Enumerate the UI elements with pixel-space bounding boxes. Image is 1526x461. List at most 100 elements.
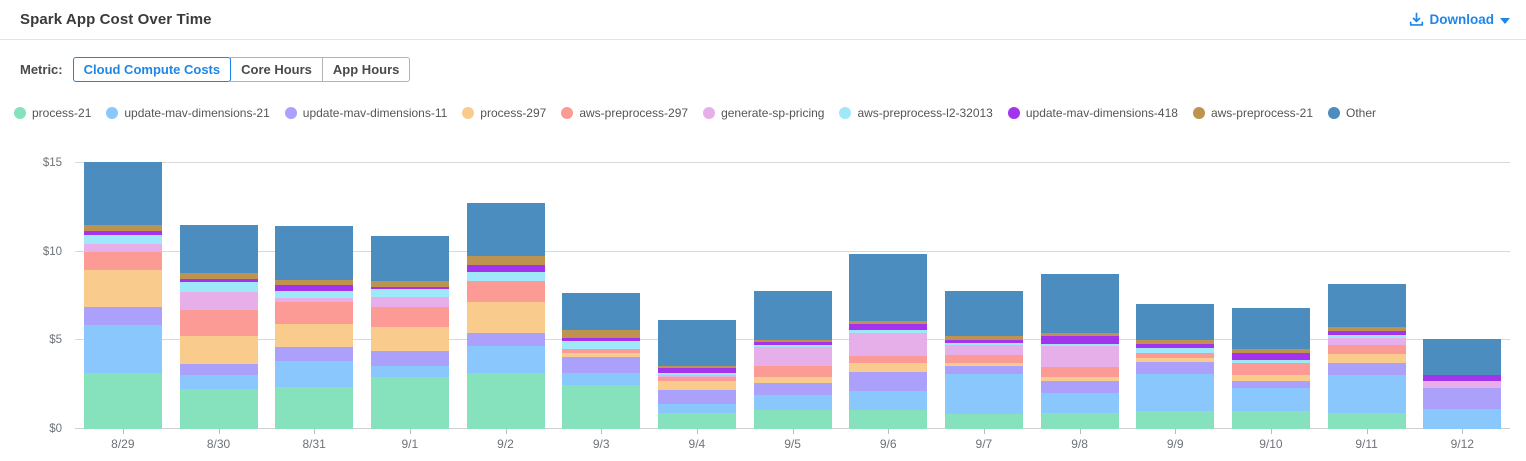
bar-segment-update-mav-dimensions-11[interactable] [1136,361,1215,375]
bar-segment-update-mav-dimensions-418[interactable] [1327,331,1406,335]
bar-segment-generate-sp-pricing[interactable] [1040,346,1119,367]
bar-segment-aws-preprocess-l2-32013[interactable] [370,289,449,297]
legend-item-aws-preprocess-l2-32013[interactable]: aws-preprocess-l2-32013 [839,106,993,120]
bar-segment-aws-preprocess-21[interactable] [179,272,258,280]
stacked-bar-9-10[interactable] [1231,308,1310,429]
bar-segment-update-mav-dimensions-418[interactable] [562,337,641,342]
bar-segment-process-21[interactable] [1231,410,1310,429]
bar-segment-other[interactable] [1327,283,1406,327]
bar-segment-other[interactable] [1231,308,1310,349]
bar-segment-update-mav-dimensions-21[interactable] [275,360,354,387]
bar-segment-update-mav-dimensions-11[interactable] [1327,362,1406,375]
bar-segment-aws-preprocess-21[interactable] [1327,326,1406,332]
bar-segment-aws-preprocess-l2-32013[interactable] [657,372,736,375]
bar-segment-update-mav-dimensions-21[interactable] [83,325,162,374]
bar-segment-process-297[interactable] [657,380,736,391]
bar-segment-update-mav-dimensions-11[interactable] [179,363,258,376]
bar-segment-generate-sp-pricing[interactable] [849,333,928,356]
bar-segment-aws-preprocess-l2-32013[interactable] [1136,347,1215,353]
bar-segment-generate-sp-pricing[interactable] [370,296,449,307]
legend-item-update-mav-dimensions-11[interactable]: update-mav-dimensions-11 [284,106,447,120]
bar-segment-aws-preprocess-297[interactable] [1327,344,1406,355]
bar-segment-process-297[interactable] [370,326,449,351]
bar-segment-update-mav-dimensions-21[interactable] [562,372,641,385]
bar-segment-update-mav-dimensions-11[interactable] [1040,380,1119,393]
bar-segment-aws-preprocess-21[interactable] [83,225,162,232]
bar-segment-generate-sp-pricing[interactable] [83,243,162,252]
bar-segment-update-mav-dimensions-418[interactable] [179,279,258,283]
bar-segment-aws-preprocess-297[interactable] [944,354,1023,363]
bar-segment-update-mav-dimensions-11[interactable] [1231,380,1310,389]
stacked-bar-8-30[interactable] [179,224,258,429]
bar-segment-update-mav-dimensions-418[interactable] [275,285,354,292]
tab-core-hours[interactable]: Core Hours [230,57,323,82]
bar-segment-process-297[interactable] [275,323,354,347]
bar-segment-update-mav-dimensions-418[interactable] [1231,352,1310,361]
bar-segment-aws-preprocess-l2-32013[interactable] [753,344,832,348]
bar-segment-update-mav-dimensions-418[interactable] [1423,374,1502,381]
bar-segment-aws-preprocess-297[interactable] [179,309,258,336]
bar-segment-update-mav-dimensions-11[interactable] [753,382,832,395]
bar-segment-update-mav-dimensions-418[interactable] [944,340,1023,343]
bar-segment-process-21[interactable] [1040,413,1119,429]
bar-segment-update-mav-dimensions-21[interactable] [944,374,1023,415]
legend-item-generate-sp-pricing[interactable]: generate-sp-pricing [703,106,824,120]
bar-segment-update-mav-dimensions-21[interactable] [1423,408,1502,429]
bar-segment-generate-sp-pricing[interactable] [753,347,832,366]
stacked-bar-9-11[interactable] [1327,283,1406,429]
stacked-bar-9-5[interactable] [753,291,832,429]
bar-segment-process-297[interactable] [944,362,1023,366]
bar-segment-aws-preprocess-l2-32013[interactable] [179,282,258,292]
bar-segment-update-mav-dimensions-11[interactable] [944,365,1023,375]
bar-segment-update-mav-dimensions-418[interactable] [753,342,832,345]
bar-segment-aws-preprocess-21[interactable] [370,281,449,288]
bar-segment-aws-preprocess-21[interactable] [562,329,641,338]
bar-segment-update-mav-dimensions-21[interactable] [1040,392,1119,413]
bar-segment-aws-preprocess-21[interactable] [1040,332,1119,337]
bar-segment-process-21[interactable] [1327,413,1406,429]
bar-segment-other[interactable] [1040,273,1119,333]
bar-segment-update-mav-dimensions-21[interactable] [657,403,736,414]
legend-item-aws-preprocess-21[interactable]: aws-preprocess-21 [1192,106,1313,120]
bar-segment-other[interactable] [179,224,258,273]
bar-segment-update-mav-dimensions-21[interactable] [179,375,258,390]
bar-segment-update-mav-dimensions-418[interactable] [1040,336,1119,344]
bar-segment-aws-preprocess-21[interactable] [275,280,354,286]
download-button[interactable]: Download [1409,12,1510,27]
bar-segment-process-21[interactable] [944,414,1023,429]
bar-segment-aws-preprocess-l2-32013[interactable] [83,234,162,244]
bar-segment-aws-preprocess-297[interactable] [466,280,545,302]
bar-segment-process-297[interactable] [1327,354,1406,363]
bar-segment-generate-sp-pricing[interactable] [179,291,258,310]
bar-segment-aws-preprocess-21[interactable] [1231,348,1310,353]
bar-segment-update-mav-dimensions-11[interactable] [83,306,162,326]
bar-segment-update-mav-dimensions-21[interactable] [1231,388,1310,411]
legend-item-process-21[interactable]: process-21 [14,106,91,120]
bar-segment-generate-sp-pricing[interactable] [944,345,1023,355]
bar-segment-update-mav-dimensions-21[interactable] [849,390,928,410]
stacked-bar-9-4[interactable] [657,320,736,429]
bar-segment-process-21[interactable] [657,413,736,429]
stacked-bar-8-29[interactable] [83,162,162,429]
bar-segment-update-mav-dimensions-418[interactable] [1136,343,1215,348]
bar-segment-process-21[interactable] [849,409,928,429]
bar-segment-process-297[interactable] [179,335,258,364]
bar-segment-aws-preprocess-l2-32013[interactable] [1231,360,1310,363]
bar-segment-other[interactable] [466,203,545,257]
bar-segment-process-297[interactable] [1040,376,1119,381]
stacked-bar-9-1[interactable] [370,236,449,429]
bar-segment-aws-preprocess-297[interactable] [1136,352,1215,358]
bar-segment-update-mav-dimensions-418[interactable] [370,287,449,290]
bar-segment-aws-preprocess-l2-32013[interactable] [849,330,928,334]
bar-segment-aws-preprocess-297[interactable] [370,306,449,327]
bar-segment-process-21[interactable] [562,384,641,429]
bar-segment-other[interactable] [275,225,354,281]
stacked-bar-9-2[interactable] [466,203,545,429]
bar-segment-update-mav-dimensions-21[interactable] [1327,374,1406,414]
bar-segment-generate-sp-pricing[interactable] [1327,337,1406,345]
stacked-bar-9-8[interactable] [1040,273,1119,429]
bar-segment-aws-preprocess-297[interactable] [753,365,832,378]
legend-item-process-297[interactable]: process-297 [462,106,546,120]
bar-segment-aws-preprocess-297[interactable] [275,301,354,324]
bar-segment-aws-preprocess-21[interactable] [944,336,1023,341]
